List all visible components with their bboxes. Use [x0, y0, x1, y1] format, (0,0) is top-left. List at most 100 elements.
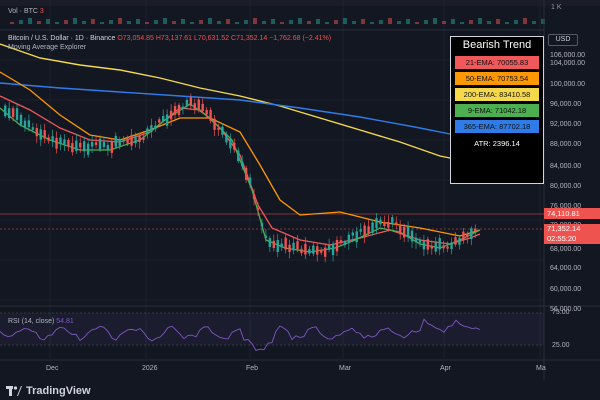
candle-body [308, 249, 311, 254]
candle-body [126, 138, 129, 144]
candle-body [331, 243, 335, 256]
price-tick: 104,000.00 [550, 60, 586, 67]
candle-body [189, 97, 193, 107]
candle-body [110, 141, 114, 153]
volume-bar [163, 18, 167, 24]
candle-body [63, 139, 66, 145]
volume-bar [109, 20, 113, 24]
candle-body [162, 116, 165, 122]
volume-bar [262, 21, 266, 24]
candle-body [276, 240, 279, 252]
volume-bar [271, 19, 275, 24]
candle-body [134, 135, 137, 144]
price-tick: 56,000.00 [550, 306, 582, 313]
volume-pane [0, 0, 600, 6]
candle-body [55, 137, 58, 149]
candle-body [422, 240, 426, 250]
candle-body [86, 143, 90, 155]
candle-body [402, 226, 406, 238]
volume-bar [172, 21, 176, 24]
price-tag-current: 74,110.81 [544, 208, 600, 219]
candle-body [98, 138, 102, 150]
candle-body [173, 106, 177, 115]
price-tick: 100,000.00 [550, 81, 586, 88]
ema365-line [0, 82, 451, 135]
rsi-label: RSI (14, close) [8, 318, 55, 325]
volume-bar [199, 20, 203, 24]
volume-bar [100, 22, 104, 24]
symbol-info[interactable]: Bitcoin / U.S. Dollar · 1D · Binance O73… [8, 35, 331, 42]
rsi-value: 54.81 [56, 318, 74, 325]
volume-bar [370, 22, 374, 24]
volume-bar [415, 22, 419, 24]
candle-body [426, 239, 430, 250]
candle-body [292, 242, 295, 251]
candle-body [248, 177, 252, 184]
legend-row-ema50: 50-EMA: 70753.54 [455, 72, 539, 85]
legend-row-ema21: 21-EMA: 70055.83 [455, 56, 539, 69]
legend-title: Bearish Trend [462, 39, 532, 51]
candle-body [205, 109, 208, 115]
rsi-indicator-label[interactable]: RSI (14, close) 54.81 [8, 318, 74, 325]
candle-body [474, 228, 477, 232]
volume-bar [433, 18, 437, 24]
candle-body [23, 120, 27, 128]
volume-indicator-label[interactable]: Vol · BTC 3 [8, 8, 44, 15]
candle-body [75, 140, 78, 151]
tradingview-footer[interactable]: TradingView [6, 383, 91, 399]
volume-bar [154, 20, 158, 24]
candle-body [371, 222, 374, 233]
rsi-band [0, 313, 544, 345]
candle-body [320, 250, 323, 253]
price-tag-close: 71,352.14 02:55:20 [544, 224, 600, 244]
candle-body [11, 108, 15, 117]
volume-axis-label: 1 K [551, 4, 562, 11]
candle-body [395, 222, 398, 226]
candle-body [438, 238, 441, 250]
candle-body [272, 240, 275, 249]
candle-body [300, 248, 303, 254]
price-tick: 60,000.00 [550, 286, 582, 293]
candle-body [252, 194, 256, 200]
legend-row-ema200: 200-EMA: 83410.58 [455, 88, 539, 101]
candle-body [118, 139, 121, 147]
volume-bar [253, 18, 257, 24]
candle-body [154, 125, 157, 130]
candle-body [256, 208, 260, 211]
volume-bar [19, 20, 23, 24]
volume-bar [46, 19, 50, 24]
volume-value: 3 [39, 8, 44, 15]
candle-body [15, 108, 19, 120]
candle-body [114, 135, 117, 147]
volume-bar [379, 20, 383, 24]
volume-bar [82, 21, 86, 24]
candle-body [241, 161, 244, 167]
volume-bar [28, 18, 32, 24]
candle-body [185, 99, 189, 107]
candle-body [51, 136, 54, 141]
volume-bar [505, 22, 509, 24]
volume-bar [361, 19, 365, 24]
ema50-line [0, 71, 481, 237]
volume-bar [334, 20, 338, 24]
candle-body [213, 118, 216, 130]
volume-bar [424, 20, 428, 24]
low-value: L70,631.52 [194, 35, 230, 42]
candle-body [359, 229, 362, 232]
ema-legend-table: Bearish Trend 21-EMA: 70055.83 50-EMA: 7… [450, 36, 544, 184]
candle-body [59, 137, 62, 145]
volume-bar [244, 20, 248, 24]
currency-badge[interactable]: USD [548, 34, 578, 46]
change-value: −1,762.68 (−2.41%) [269, 35, 332, 42]
indicator-name[interactable]: Moving Average Explorer [8, 44, 87, 51]
volume-bar [469, 20, 473, 24]
candle-body [399, 225, 402, 235]
candle-body [177, 104, 181, 115]
volume-bar [280, 22, 284, 24]
candle-body [260, 222, 264, 227]
volume-bar [307, 21, 311, 24]
candle-body [418, 239, 422, 243]
time-tick-may: Ma [536, 365, 546, 372]
candle-body [454, 237, 457, 245]
volume-bar [460, 22, 464, 24]
